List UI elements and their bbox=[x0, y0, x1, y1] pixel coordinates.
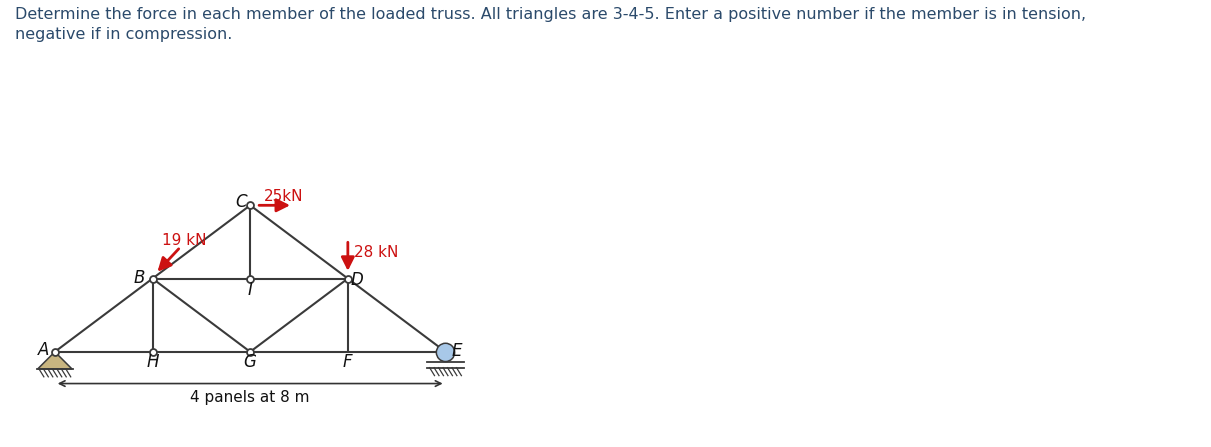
Text: 28 kN: 28 kN bbox=[354, 245, 398, 261]
Text: Determine the force in each member of the loaded truss. All triangles are 3-4-5.: Determine the force in each member of th… bbox=[15, 7, 1085, 22]
Text: C: C bbox=[235, 193, 247, 211]
Text: I: I bbox=[248, 281, 253, 299]
Text: 19 kN: 19 kN bbox=[162, 233, 207, 248]
Text: B: B bbox=[133, 269, 145, 287]
Text: D: D bbox=[351, 271, 363, 289]
Text: F: F bbox=[343, 353, 352, 371]
Text: E: E bbox=[452, 342, 461, 359]
Text: 4 panels at 8 m: 4 panels at 8 m bbox=[190, 390, 310, 405]
Circle shape bbox=[436, 343, 454, 362]
Text: negative if in compression.: negative if in compression. bbox=[15, 27, 233, 42]
Text: A: A bbox=[39, 341, 50, 359]
Text: 25kN: 25kN bbox=[264, 189, 303, 204]
Text: G: G bbox=[243, 353, 257, 371]
Text: H: H bbox=[147, 353, 159, 371]
Polygon shape bbox=[38, 352, 71, 369]
